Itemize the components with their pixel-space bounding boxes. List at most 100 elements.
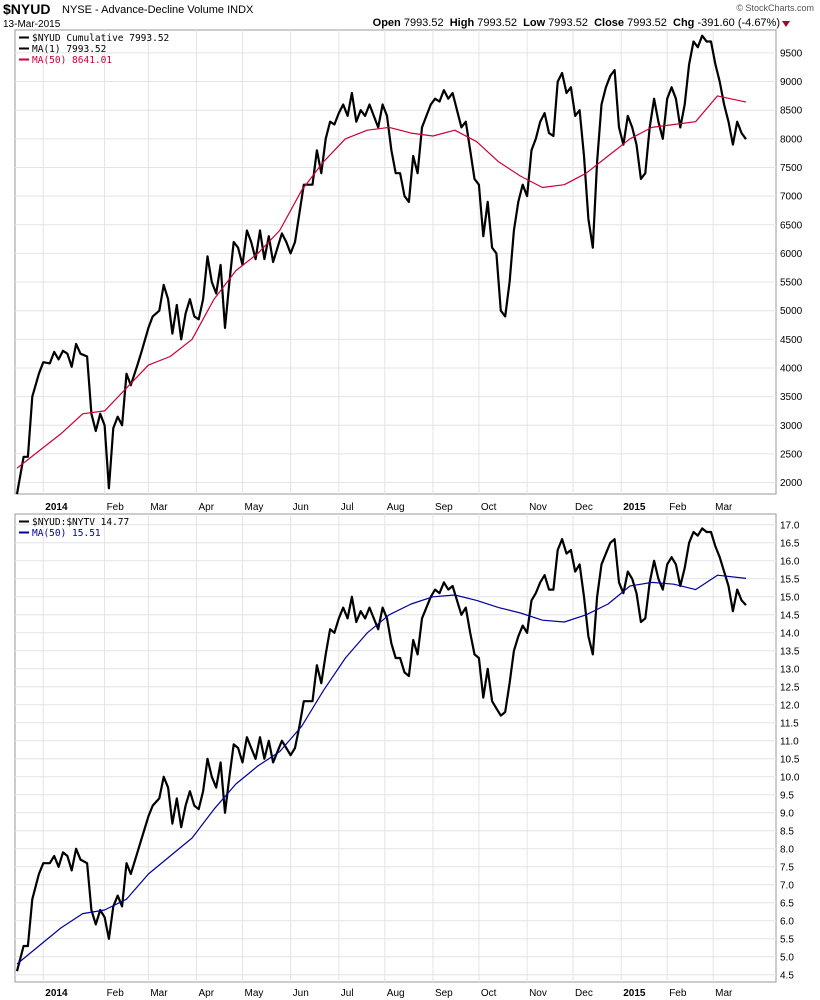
y-tick-label: 15.5 <box>780 574 800 585</box>
chart-description: NYSE - Advance-Decline Volume INDX <box>62 4 254 16</box>
chg-value: -391.60 (-4.67%) <box>697 17 780 29</box>
x-month-label: 2014 <box>45 988 68 999</box>
open-label: Open <box>372 17 401 29</box>
brand-watermark: © StockCharts.com <box>736 3 814 13</box>
y-tick-label: 11.0 <box>780 736 799 747</box>
x-month-label: Dec <box>575 502 593 513</box>
x-month-label: Sep <box>435 988 453 999</box>
chg-label: Chg <box>673 17 695 29</box>
y-tick-label: 15.0 <box>780 592 800 603</box>
y-tick-label: 6000 <box>780 249 803 260</box>
y-tick-label: 7.0 <box>780 880 794 891</box>
legend-entry: MA(1) 7993.52 <box>32 44 106 55</box>
open-value: 7993.52 <box>403 17 444 29</box>
y-tick-label: 6.5 <box>780 898 794 909</box>
plot-frame-bottom <box>14 513 777 983</box>
close-label: Close <box>594 17 625 29</box>
bottom-ma50-line <box>16 574 747 965</box>
y-tick-label: 5500 <box>780 278 803 289</box>
x-month-label: Apr <box>199 988 215 999</box>
y-tick-label: 3000 <box>780 421 803 432</box>
x-month-label: Sep <box>435 502 453 513</box>
y-tick-label: 7000 <box>780 192 803 203</box>
low-value: 7993.52 <box>548 17 588 29</box>
legend-entry: $NYUD Cumulative 7993.52 <box>32 33 169 44</box>
chart-date: 13-Mar-2015 <box>3 19 61 30</box>
x-month-label: Jun <box>293 502 309 513</box>
y-tick-label: 4500 <box>780 335 803 346</box>
x-month-label: 2015 <box>623 502 646 513</box>
x-month-label: Nov <box>529 502 547 513</box>
x-month-label: Oct <box>481 502 497 513</box>
y-tick-label: 8.0 <box>780 844 794 855</box>
y-tick-label: 14.0 <box>780 628 800 639</box>
y-tick-label: 9500 <box>780 48 803 59</box>
high-label: High <box>449 17 475 29</box>
high-value: 7993.52 <box>477 17 517 29</box>
x-month-label: 2014 <box>45 502 68 513</box>
y-tick-label: 9000 <box>780 77 803 88</box>
y-tick-label: 5.5 <box>780 934 794 945</box>
x-month-label: Feb <box>669 502 687 513</box>
x-month-label: 2015 <box>623 988 646 999</box>
x-month-label: Nov <box>529 988 547 999</box>
y-tick-label: 14.5 <box>780 610 800 621</box>
plot-frame-top <box>14 29 777 495</box>
x-month-label: Jun <box>293 988 309 999</box>
x-month-label: Apr <box>199 502 215 513</box>
top-price-line <box>15 34 747 495</box>
y-tick-label: 12.0 <box>780 700 800 711</box>
y-tick-label: 4000 <box>780 363 803 374</box>
y-tick-label: 3500 <box>780 392 803 403</box>
y-tick-label: 8500 <box>780 106 803 117</box>
legend-entry: $NYUD:$NYTV 14.77 <box>32 517 129 528</box>
y-tick-label: 5000 <box>780 306 803 317</box>
x-month-label: Feb <box>669 988 687 999</box>
y-tick-label: 9.0 <box>780 808 794 819</box>
chart-symbol: $NYUD <box>3 1 51 17</box>
x-month-label: Jul <box>341 502 354 513</box>
y-tick-label: 7500 <box>780 163 803 174</box>
x-month-label: Oct <box>481 988 497 999</box>
y-tick-label: 16.0 <box>780 556 800 567</box>
y-tick-label: 8.5 <box>780 826 794 837</box>
y-tick-label: 5.0 <box>780 952 794 963</box>
y-tick-label: 7.5 <box>780 862 794 873</box>
y-tick-label: 16.5 <box>780 538 800 549</box>
y-tick-label: 13.0 <box>780 664 800 675</box>
y-tick-label: 2500 <box>780 449 803 460</box>
low-label: Low <box>523 17 546 29</box>
chg-down-arrow-icon <box>782 21 790 27</box>
legend-entry: MA(50) 15.51 <box>32 528 101 539</box>
y-tick-label: 10.0 <box>780 772 800 783</box>
y-tick-label: 6500 <box>780 220 803 231</box>
x-month-label: Feb <box>107 502 125 513</box>
top-ma50-line <box>16 95 747 469</box>
y-tick-label: 17.0 <box>780 520 800 531</box>
close-value: 7993.52 <box>627 17 667 29</box>
y-tick-label: 11.5 <box>780 718 799 729</box>
x-month-label: Jul <box>341 988 354 999</box>
x-month-label: May <box>244 502 263 513</box>
x-month-label: Mar <box>715 502 733 513</box>
x-month-label: May <box>244 988 263 999</box>
x-month-label: Mar <box>150 502 168 513</box>
x-month-label: Feb <box>107 988 125 999</box>
x-month-label: Dec <box>575 988 593 999</box>
y-tick-label: 12.5 <box>780 682 800 693</box>
x-month-label: Aug <box>387 988 405 999</box>
y-tick-label: 9.5 <box>780 790 794 801</box>
y-tick-label: 6.0 <box>780 916 794 927</box>
x-month-label: Aug <box>387 502 405 513</box>
legend-entry: MA(50) 8641.01 <box>32 55 112 66</box>
x-month-label: Mar <box>715 988 733 999</box>
y-tick-label: 2000 <box>780 478 803 489</box>
y-tick-label: 13.5 <box>780 646 800 657</box>
x-month-label: Mar <box>150 988 168 999</box>
y-tick-label: 4.5 <box>780 970 794 981</box>
bottom-price-line <box>15 527 747 972</box>
y-tick-label: 8000 <box>780 134 803 145</box>
quote-bar: Open 7993.52 High 7993.52 Low 7993.52 Cl… <box>373 17 780 29</box>
y-tick-label: 10.5 <box>780 754 800 765</box>
